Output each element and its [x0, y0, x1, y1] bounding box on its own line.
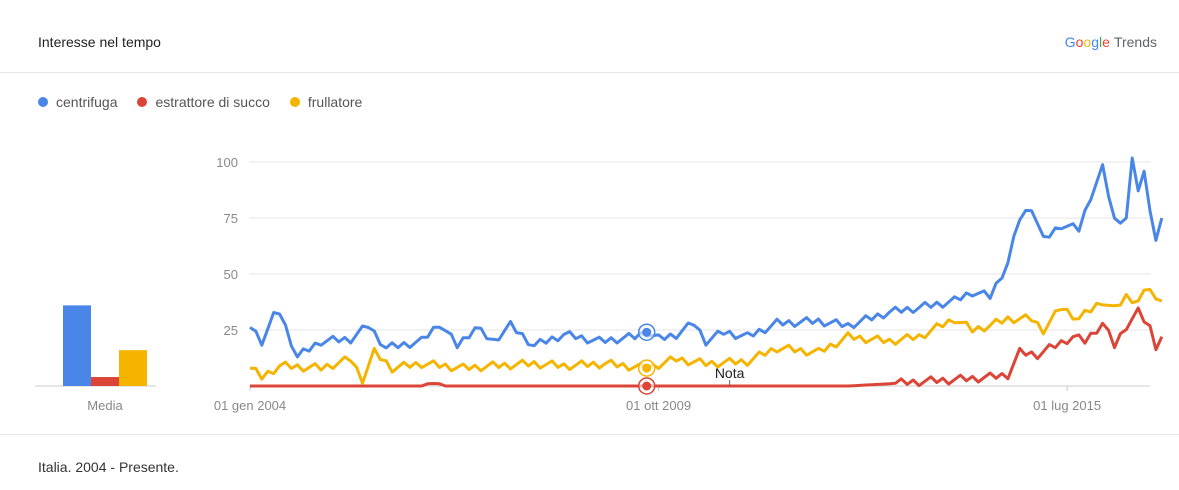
series-line-0 [249, 156, 1164, 359]
logo-trends-word: Trends [1113, 34, 1157, 50]
google-trends-logo[interactable]: Google Trends [1065, 34, 1157, 50]
x-tick-label: 01 gen 2004 [214, 398, 286, 413]
logo-letter: g [1091, 34, 1100, 50]
hover-marker-dot [642, 327, 652, 337]
logo-letter: o [1075, 34, 1084, 50]
x-tick-label: 01 ott 2009 [626, 398, 691, 413]
legend-label: centrifuga [56, 94, 118, 110]
summary-bar-1 [91, 377, 119, 386]
chart-legend: centrifuga estrattore di succo frullator… [38, 94, 362, 110]
summary-bar-2 [119, 350, 147, 386]
y-tick-label: 100 [216, 155, 238, 170]
annotation-label: Nota [715, 365, 745, 381]
card-title: Interesse nel tempo [38, 34, 161, 50]
hover-marker-dot [642, 381, 652, 391]
logo-letter: G [1064, 34, 1076, 50]
legend-dot-icon [289, 97, 300, 107]
legend-item-frullatore[interactable]: frullatore [289, 94, 363, 110]
line-chart[interactable]: 25 50 75 100 01 gen 2004 01 ott 2009 01 lug 20… [0, 0, 1179, 434]
y-tick-label: 75 [224, 211, 238, 226]
legend-label: estrattore di succo [155, 94, 270, 110]
legend-item-estrattore[interactable]: estrattore di succo [137, 94, 270, 110]
series-line-2 [249, 288, 1163, 385]
y-tick-label: 50 [224, 267, 238, 282]
series-line-1 [250, 306, 1164, 388]
card-header: Interesse nel tempo Google Trends [0, 0, 1179, 73]
card-footer: Italia. 2004 - Presente. [0, 434, 1179, 490]
logo-letter: l [1099, 34, 1103, 50]
logo-letter: e [1102, 34, 1110, 50]
legend-dot-icon [38, 97, 48, 107]
hover-marker-dot [642, 363, 652, 373]
legend-dot-icon [137, 97, 148, 107]
summary-bar-0 [63, 305, 91, 386]
legend-label: frullatore [307, 94, 363, 110]
legend-item-centrifuga[interactable]: centrifuga [38, 94, 117, 110]
x-tick-label: 01 lug 2015 [1033, 398, 1101, 413]
logo-letter: o [1083, 34, 1092, 50]
footer-region-period: Italia. 2004 - Presente. [38, 459, 179, 475]
summary-label: Media [87, 398, 123, 413]
y-tick-label: 25 [224, 323, 238, 338]
